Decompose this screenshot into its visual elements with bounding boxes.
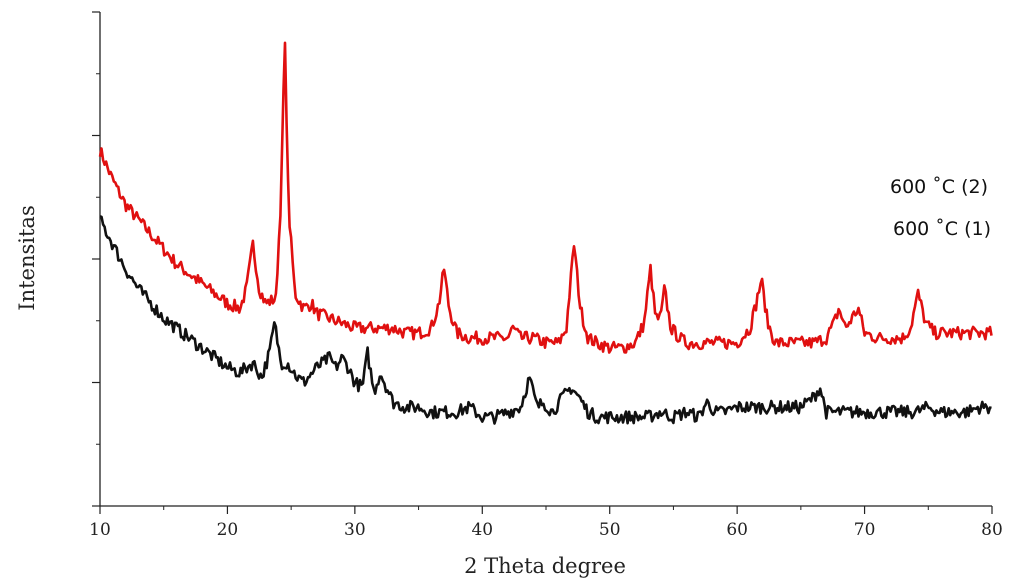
legend-label-series-2: 600 ˚C (2): [890, 176, 988, 198]
series-group: [98, 41, 993, 425]
x-tick-label: 30: [344, 520, 366, 540]
x-tick-label: 70: [854, 520, 876, 540]
legend-label-series-1: 600 ˚C (1): [893, 218, 991, 240]
x-tick-label: 80: [981, 520, 1003, 540]
series-600c-1-line: [99, 215, 992, 425]
x-tick-label: 20: [217, 520, 239, 540]
x-tick-label: 50: [599, 520, 621, 540]
x-axis-title: 2 Theta degree: [464, 554, 626, 578]
x-tick-label: 40: [471, 520, 493, 540]
x-tick-label: 10: [89, 520, 111, 540]
labels: 10 20 30 40 50 60 70 80: [89, 520, 1003, 540]
x-tick-label: 60: [726, 520, 748, 540]
series-600c-2-line: [98, 41, 993, 354]
y-axis-title: Intensitas: [15, 205, 39, 310]
axes: [92, 11, 993, 514]
